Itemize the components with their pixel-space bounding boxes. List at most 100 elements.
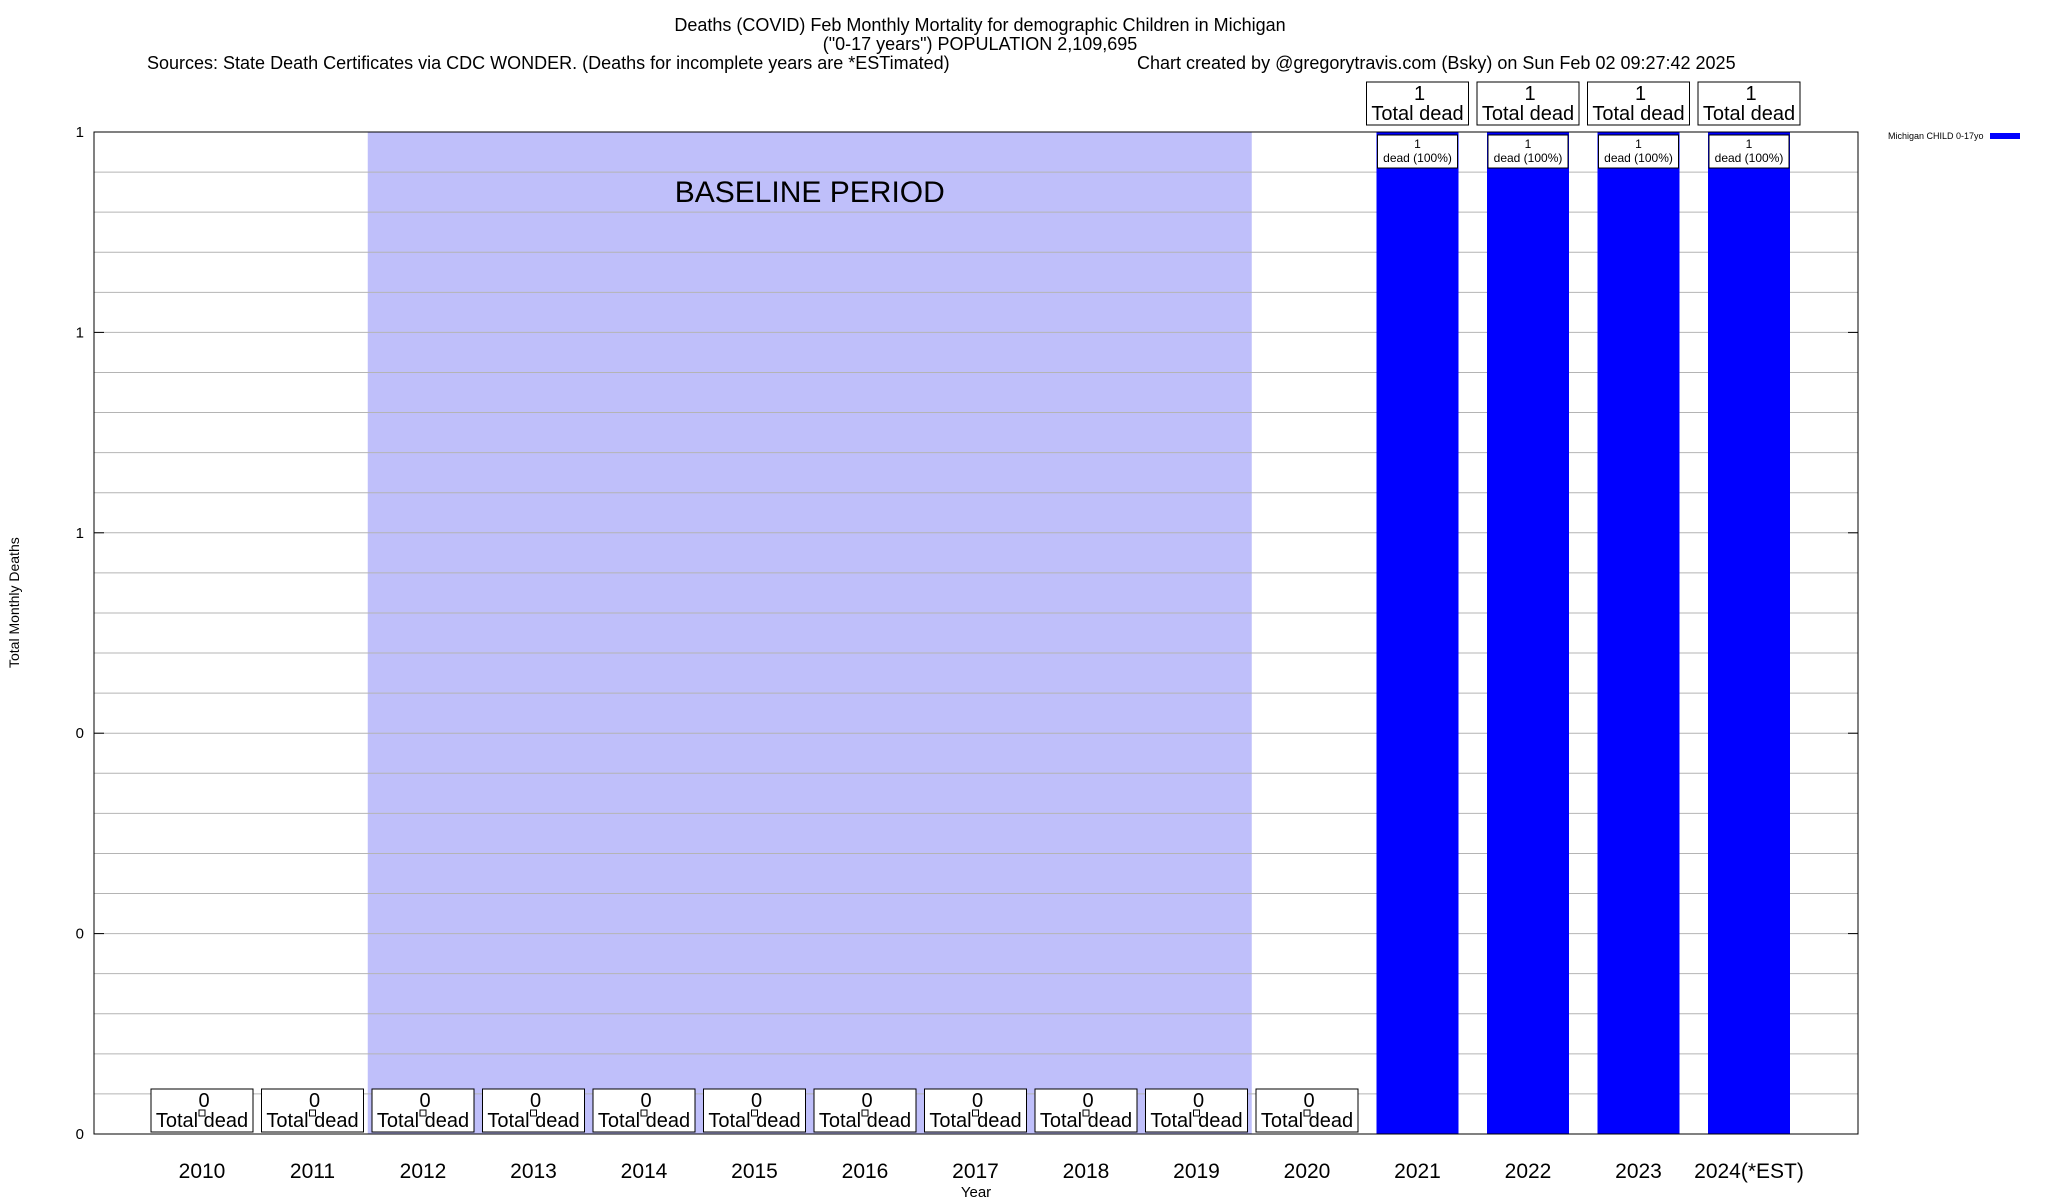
point-marker xyxy=(309,1109,316,1117)
point-marker xyxy=(419,1109,427,1117)
inner-value: 1 xyxy=(1746,137,1753,151)
axis-ticks: 0 0 0 1 1 1 2010 2011 2012 2013 2014 2015 2016 2017 20… xyxy=(76,124,1858,1200)
x-axis-label: Year xyxy=(961,1184,991,1200)
x-tick-label: 2017 xyxy=(952,1160,999,1183)
label-value: 0 xyxy=(972,1090,983,1112)
label-value: 1 xyxy=(1524,83,1535,105)
point-marker xyxy=(198,1109,206,1117)
inner-value: 1 xyxy=(1525,137,1532,151)
label-value: 1 xyxy=(1635,83,1646,105)
bar xyxy=(1597,132,1680,1134)
y-tick-label: 0 xyxy=(76,725,84,742)
label-text: Total dead xyxy=(377,1110,469,1132)
label-box xyxy=(1366,81,1469,126)
x-tick-label: 2021 xyxy=(1394,1160,1441,1183)
label-text: Total dead xyxy=(1150,1110,1242,1132)
baseline-label: BASELINE PERIOD xyxy=(675,176,945,209)
baseline-region xyxy=(367,132,1252,1134)
label-value: 0 xyxy=(198,1090,209,1112)
y-tick-label: 1 xyxy=(76,124,84,141)
y-tick-label: 1 xyxy=(76,525,84,542)
label-text: Total dead xyxy=(708,1110,800,1132)
label-text: Total dead xyxy=(266,1110,358,1132)
label-text: Total dead xyxy=(598,1110,690,1132)
label-value: 0 xyxy=(751,1090,762,1112)
legend-swatch xyxy=(1989,133,2020,139)
x-tick-label: 2020 xyxy=(1284,1160,1331,1183)
label-text: Total dead xyxy=(929,1110,1021,1132)
x-tick-label: 2019 xyxy=(1173,1160,1220,1183)
inner-value: 1 xyxy=(1414,137,1421,151)
legend-label: Michigan CHILD 0-17yo xyxy=(1888,131,1984,141)
label-box xyxy=(1476,81,1580,126)
legend: Michigan CHILD 0-17yo xyxy=(1888,131,2020,141)
x-tick-label: 2014 xyxy=(621,1160,668,1183)
point-marker xyxy=(530,1109,537,1117)
label-box xyxy=(1697,81,1801,126)
inner-value: 1 xyxy=(1635,137,1642,151)
label-text: Total dead xyxy=(819,1110,911,1132)
label-text: Total dead xyxy=(1261,1110,1353,1132)
inner-box xyxy=(1598,134,1679,169)
point-marker xyxy=(972,1109,979,1117)
point-marker xyxy=(751,1109,758,1117)
x-tick-label: 2010 xyxy=(179,1160,226,1183)
y-tick-label: 1 xyxy=(76,324,84,341)
label-value: 0 xyxy=(309,1090,320,1112)
label-value: 0 xyxy=(1193,1090,1204,1112)
chart-subtitle: ("0-17 years") POPULATION 2,109,695 xyxy=(822,34,1138,54)
label-text: Total dead xyxy=(1482,103,1574,125)
x-tick-label: 2022 xyxy=(1505,1160,1552,1183)
point-marker xyxy=(1193,1109,1200,1117)
inner-box xyxy=(1487,134,1569,169)
label-value: 0 xyxy=(419,1090,430,1112)
inner-box xyxy=(1377,134,1458,169)
chart-title: Deaths (COVID) Feb Monthly Mortality for… xyxy=(674,15,1286,35)
x-tick-label: 2018 xyxy=(1063,1160,1110,1183)
sources-note: Sources: State Death Certificates via CD… xyxy=(147,53,950,73)
label-value: 1 xyxy=(1745,83,1756,105)
y-axis-label: Total Monthly Deaths xyxy=(6,537,22,668)
inner-text: dead (100%) xyxy=(1715,151,1784,165)
x-tick-label: 2015 xyxy=(731,1160,778,1183)
inner-text: dead (100%) xyxy=(1494,151,1563,165)
label-text: Total dead xyxy=(1371,103,1463,125)
inner-text: dead (100%) xyxy=(1383,151,1452,165)
label-value: 0 xyxy=(861,1090,872,1112)
label-value: 0 xyxy=(1082,1090,1093,1112)
point-marker xyxy=(1303,1109,1311,1117)
x-tick-label: 2024(*EST) xyxy=(1694,1160,1804,1183)
label-text: Total dead xyxy=(1040,1110,1132,1132)
label-box xyxy=(1587,81,1690,126)
bars xyxy=(1376,132,1790,1134)
chart-credit: Chart created by @gregorytravis.com (Bsk… xyxy=(1137,53,1736,73)
label-text: Total dead xyxy=(487,1110,579,1132)
inner-box xyxy=(1708,134,1790,169)
bar xyxy=(1487,132,1569,1134)
point-marker xyxy=(640,1109,648,1117)
y-tick-label: 0 xyxy=(76,926,84,943)
inner-text: dead (100%) xyxy=(1604,151,1673,165)
x-tick-label: 2023 xyxy=(1615,1160,1662,1183)
plot-frame xyxy=(93,131,1859,1135)
point-marker xyxy=(1082,1109,1090,1117)
label-value: 0 xyxy=(640,1090,651,1112)
label-value: 0 xyxy=(530,1090,541,1112)
plot-background: BASELINE PERIOD xyxy=(367,132,1252,1134)
label-value: 0 xyxy=(1303,1090,1314,1112)
bar xyxy=(1708,132,1790,1134)
label-value: 1 xyxy=(1414,83,1425,105)
y-tick-label: 0 xyxy=(76,1126,84,1143)
